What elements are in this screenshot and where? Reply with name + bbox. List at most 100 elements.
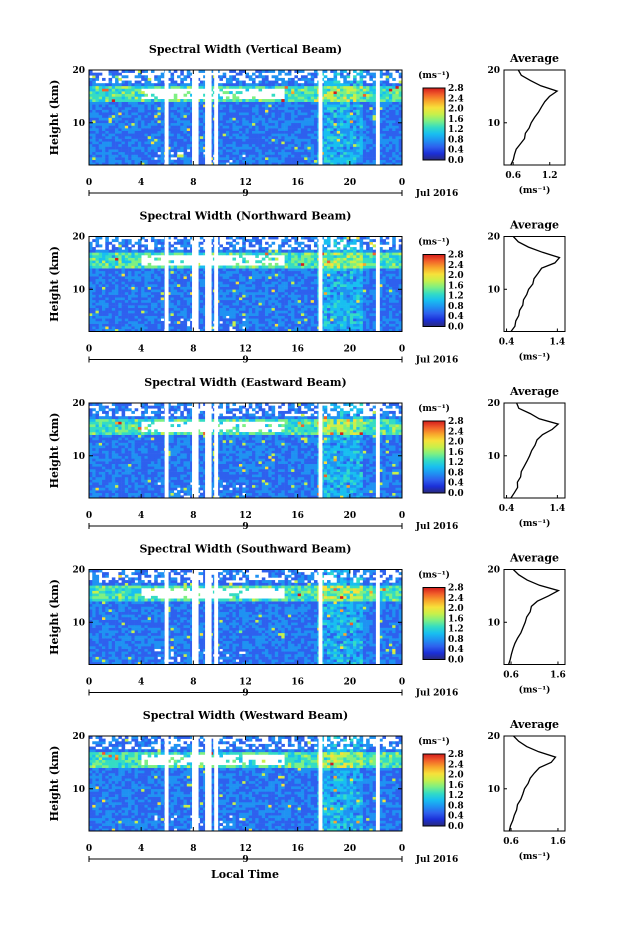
heatmap-cell xyxy=(219,75,223,79)
heatmap-cell xyxy=(258,252,263,256)
heatmap-cell xyxy=(108,268,113,272)
heatmap-cell xyxy=(395,157,400,161)
heatmap-cell xyxy=(144,326,148,330)
heatmap-cell xyxy=(186,112,191,116)
heatmap-cell xyxy=(238,305,243,309)
heatmap-cell xyxy=(304,133,308,137)
heatmap-cell xyxy=(144,284,148,287)
heatmap-cell xyxy=(102,257,106,261)
heatmap-cell xyxy=(238,297,243,301)
heatmap-cell xyxy=(219,128,223,131)
heatmap-cell xyxy=(154,286,158,290)
heatmap-cell xyxy=(336,162,341,166)
heatmap-cell xyxy=(150,305,155,309)
heatmap-cell xyxy=(173,320,178,324)
heatmap-cell xyxy=(310,114,315,118)
heatmap-cell xyxy=(340,106,344,110)
heatmap-cell xyxy=(160,320,165,324)
heatmap-cell xyxy=(340,157,344,161)
heatmap-cell xyxy=(291,143,295,147)
heatmap-cell xyxy=(141,326,145,330)
heatmap-cell xyxy=(287,149,292,153)
heatmap-cell xyxy=(92,122,96,126)
panel-2: Spectral Width (Northward Beam)1020Heigh… xyxy=(48,210,566,366)
heatmap-cell xyxy=(118,254,122,258)
heatmap-cell xyxy=(124,291,129,295)
heatmap-cell xyxy=(147,305,152,309)
heatmap-cell xyxy=(173,310,178,314)
heatmap-cell xyxy=(134,138,139,142)
heatmap-cell xyxy=(141,154,145,158)
heatmap-cell xyxy=(203,307,207,311)
heatmap-cell xyxy=(131,143,135,147)
heatmap-cell xyxy=(157,247,162,250)
heatmap-cell xyxy=(131,91,135,95)
heatmap-cell xyxy=(157,75,162,79)
heatmap-cell xyxy=(89,149,93,153)
heatmap-cell xyxy=(203,278,207,282)
heatmap-cell xyxy=(124,278,129,282)
heatmap-cell xyxy=(173,297,178,301)
heatmap-cell xyxy=(307,101,312,105)
heatmap-cell xyxy=(232,75,237,79)
heatmap-cell xyxy=(281,133,285,137)
heatmap-cell xyxy=(183,159,188,163)
heatmap-cell xyxy=(248,299,253,303)
heatmap-cell xyxy=(304,117,308,121)
heatmap-cell xyxy=(268,112,272,116)
heatmap-cell xyxy=(186,117,191,121)
heatmap-cell xyxy=(333,135,338,139)
heatmap-cell xyxy=(268,138,272,142)
heatmap-cell xyxy=(147,268,152,272)
heatmap-cell xyxy=(190,101,194,105)
heatmap-cell xyxy=(203,320,207,324)
heatmap-cell xyxy=(343,88,347,92)
heatmap-cell xyxy=(131,260,135,264)
heatmap-cell xyxy=(343,106,347,110)
heatmap-cell xyxy=(157,109,162,113)
heatmap-cell xyxy=(245,114,250,118)
heatmap-cell xyxy=(291,162,295,166)
heatmap-cell xyxy=(105,141,109,145)
heatmap-cell xyxy=(346,106,351,110)
heatmap-cell xyxy=(144,162,148,166)
heatmap-cell xyxy=(235,143,240,147)
heatmap-cell xyxy=(281,318,285,322)
heatmap-cell xyxy=(180,289,184,293)
heatmap-cell xyxy=(248,307,253,311)
heatmap-cell xyxy=(353,143,357,147)
heatmap-cell xyxy=(274,310,279,314)
heatmap-cell xyxy=(330,141,334,145)
heatmap-cell xyxy=(134,85,139,89)
heatmap-cell xyxy=(199,120,204,124)
heatmap-cell xyxy=(108,133,113,137)
heatmap-cell xyxy=(124,146,129,150)
heatmap-cell xyxy=(385,117,390,121)
heatmap-cell xyxy=(255,157,259,161)
heatmap-cell xyxy=(105,257,109,261)
heatmap-cell xyxy=(183,297,188,301)
heatmap-cell xyxy=(398,96,403,100)
heatmap-cell xyxy=(343,143,347,147)
heatmap-cell xyxy=(297,146,302,150)
heatmap-cell xyxy=(278,305,282,309)
heatmap-cell xyxy=(297,106,302,110)
heatmap-cell xyxy=(245,143,250,147)
heatmap-cell xyxy=(219,315,223,319)
heatmap-cell xyxy=(177,313,181,316)
heatmap-cell xyxy=(252,265,256,269)
heatmap-cell xyxy=(229,270,233,274)
heatmap-cell xyxy=(219,157,223,161)
heatmap-cell xyxy=(150,130,155,134)
heatmap-cell xyxy=(118,281,122,285)
heatmap-cell xyxy=(222,130,227,134)
heatmap-cell xyxy=(225,302,230,306)
heatmap-cell xyxy=(203,99,207,102)
heatmap-cell xyxy=(160,270,165,274)
heatmap-cell xyxy=(265,313,269,316)
heatmap-cell xyxy=(105,151,109,155)
heatmap-cell xyxy=(382,80,386,84)
heatmap-cell xyxy=(281,85,285,89)
heatmap-cell xyxy=(307,83,312,87)
heatmap-cell xyxy=(248,318,253,322)
